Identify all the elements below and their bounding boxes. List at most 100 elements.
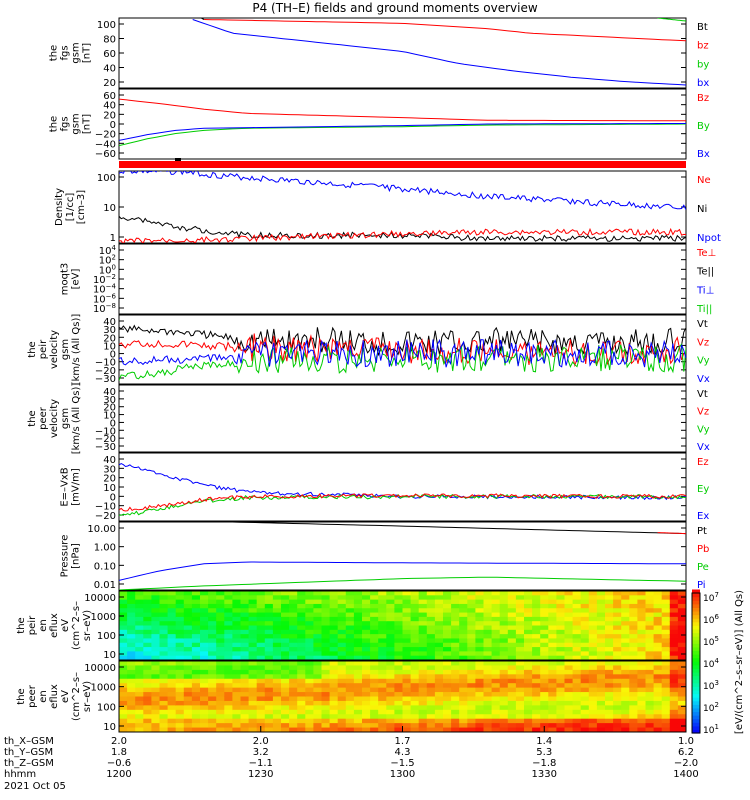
heatmap-cell (337, 714, 347, 720)
heatmap-cell (653, 700, 663, 706)
heatmap-cell (353, 687, 363, 693)
heatmap-cell (669, 705, 679, 711)
heatmap-cell (297, 591, 306, 596)
heatmap-cell (459, 700, 468, 706)
heatmap-cell (183, 599, 193, 605)
heatmap-cell (491, 629, 501, 635)
heatmap-cell (345, 625, 355, 631)
heatmap-cell (483, 687, 493, 693)
y-tick-label: 100 (97, 173, 116, 184)
heatmap-cell (281, 621, 290, 627)
heatmap-cell (272, 709, 282, 715)
heatmap-cell (119, 616, 128, 622)
heatmap-cell (143, 718, 152, 724)
heatmap-cell (313, 723, 323, 729)
heatmap-cell (167, 705, 177, 711)
heatmap-cell (418, 591, 428, 596)
heatmap-cell (410, 723, 420, 729)
heatmap-cell (297, 608, 306, 614)
y-tick-label: 0.10 (94, 561, 116, 572)
legend-Ey: Ey (697, 484, 709, 495)
heatmap-cell (329, 608, 339, 614)
heatmap-cell (572, 683, 582, 689)
y-axis-label-line: peir (38, 339, 49, 359)
heatmap-cell (532, 683, 541, 689)
heatmap-cell (135, 696, 144, 702)
heatmap-cell (499, 612, 509, 618)
heatmap-cell (596, 616, 606, 622)
x-tick-label: 3.2 (253, 747, 269, 758)
heatmap-cell (443, 727, 452, 732)
heatmap-cell (491, 651, 501, 657)
heatmap-cell (151, 669, 161, 675)
heatmap-cell (434, 714, 444, 720)
heatmap-cell (281, 696, 290, 702)
heatmap-cell (297, 705, 306, 711)
heatmap-cell (548, 638, 557, 644)
heatmap-cell (661, 591, 671, 596)
heatmap-cell (232, 612, 242, 618)
heatmap-cell (459, 655, 468, 660)
heatmap-cell (127, 591, 136, 596)
heatmap-cell (491, 621, 501, 627)
heatmap-cell (410, 674, 420, 680)
heatmap-cell (410, 661, 420, 667)
heatmap-cell (564, 638, 574, 644)
colorbar-segment (692, 707, 700, 713)
heatmap-cell (167, 674, 177, 680)
heatmap-cell (451, 687, 460, 693)
heatmap-cell (167, 599, 177, 605)
heatmap-cell (402, 687, 412, 693)
heatmap-cell (621, 642, 630, 648)
heatmap-cell (515, 616, 525, 622)
x-tick-label: −0.6 (107, 758, 131, 769)
heatmap-cell (272, 723, 282, 729)
heatmap-cell (337, 678, 347, 684)
heatmap-cell (653, 723, 663, 729)
heatmap-cell (386, 629, 395, 635)
heatmap-cell (378, 692, 387, 698)
heatmap-cell (248, 642, 258, 648)
heatmap-cell (264, 683, 274, 689)
colorbar-segment (692, 690, 700, 695)
heatmap-cell (289, 718, 298, 724)
heatmap-cell (167, 625, 177, 631)
heatmap-cell (613, 718, 622, 724)
heatmap-cell (410, 714, 420, 720)
heatmap-cell (669, 616, 679, 622)
y-tick-label: 20 (103, 110, 116, 121)
heatmap-cell (240, 603, 250, 609)
heatmap-cell (345, 683, 355, 689)
heatmap-cell (621, 683, 630, 689)
heatmap-cell (507, 661, 517, 667)
heatmap-cell (629, 629, 638, 635)
heatmap-cell (596, 709, 606, 715)
heatmap-cell (515, 651, 525, 657)
heatmap-cell (491, 718, 501, 724)
heatmap-cell (596, 714, 606, 720)
heatmap-cell (232, 678, 242, 684)
y-tick-label: 10.00 (87, 524, 116, 535)
heatmap-cell (596, 642, 606, 648)
heatmap-cell (281, 705, 290, 711)
heatmap-cell (119, 700, 128, 706)
heatmap-cell (378, 683, 387, 689)
heatmap-cell (524, 599, 533, 605)
heatmap-cell (208, 625, 217, 631)
heatmap-cell (434, 692, 444, 698)
series-group (119, 98, 686, 147)
heatmap-cell (297, 700, 306, 706)
chart-title: P4 (TH–E) fields and ground moments over… (252, 1, 537, 15)
heatmap-cell (556, 692, 566, 698)
heatmap-cell (386, 700, 395, 706)
heatmap-cell (256, 655, 266, 660)
heatmap-cell (272, 665, 282, 671)
heatmap-cell (548, 625, 557, 631)
heatmap-cell (426, 678, 436, 684)
heatmap-cell (151, 621, 161, 627)
heatmap-cell (224, 591, 233, 596)
colorbar-segment (692, 672, 700, 677)
heatmap-cell (605, 595, 614, 601)
heatmap-cell (580, 638, 590, 644)
heatmap-cell (272, 692, 282, 698)
